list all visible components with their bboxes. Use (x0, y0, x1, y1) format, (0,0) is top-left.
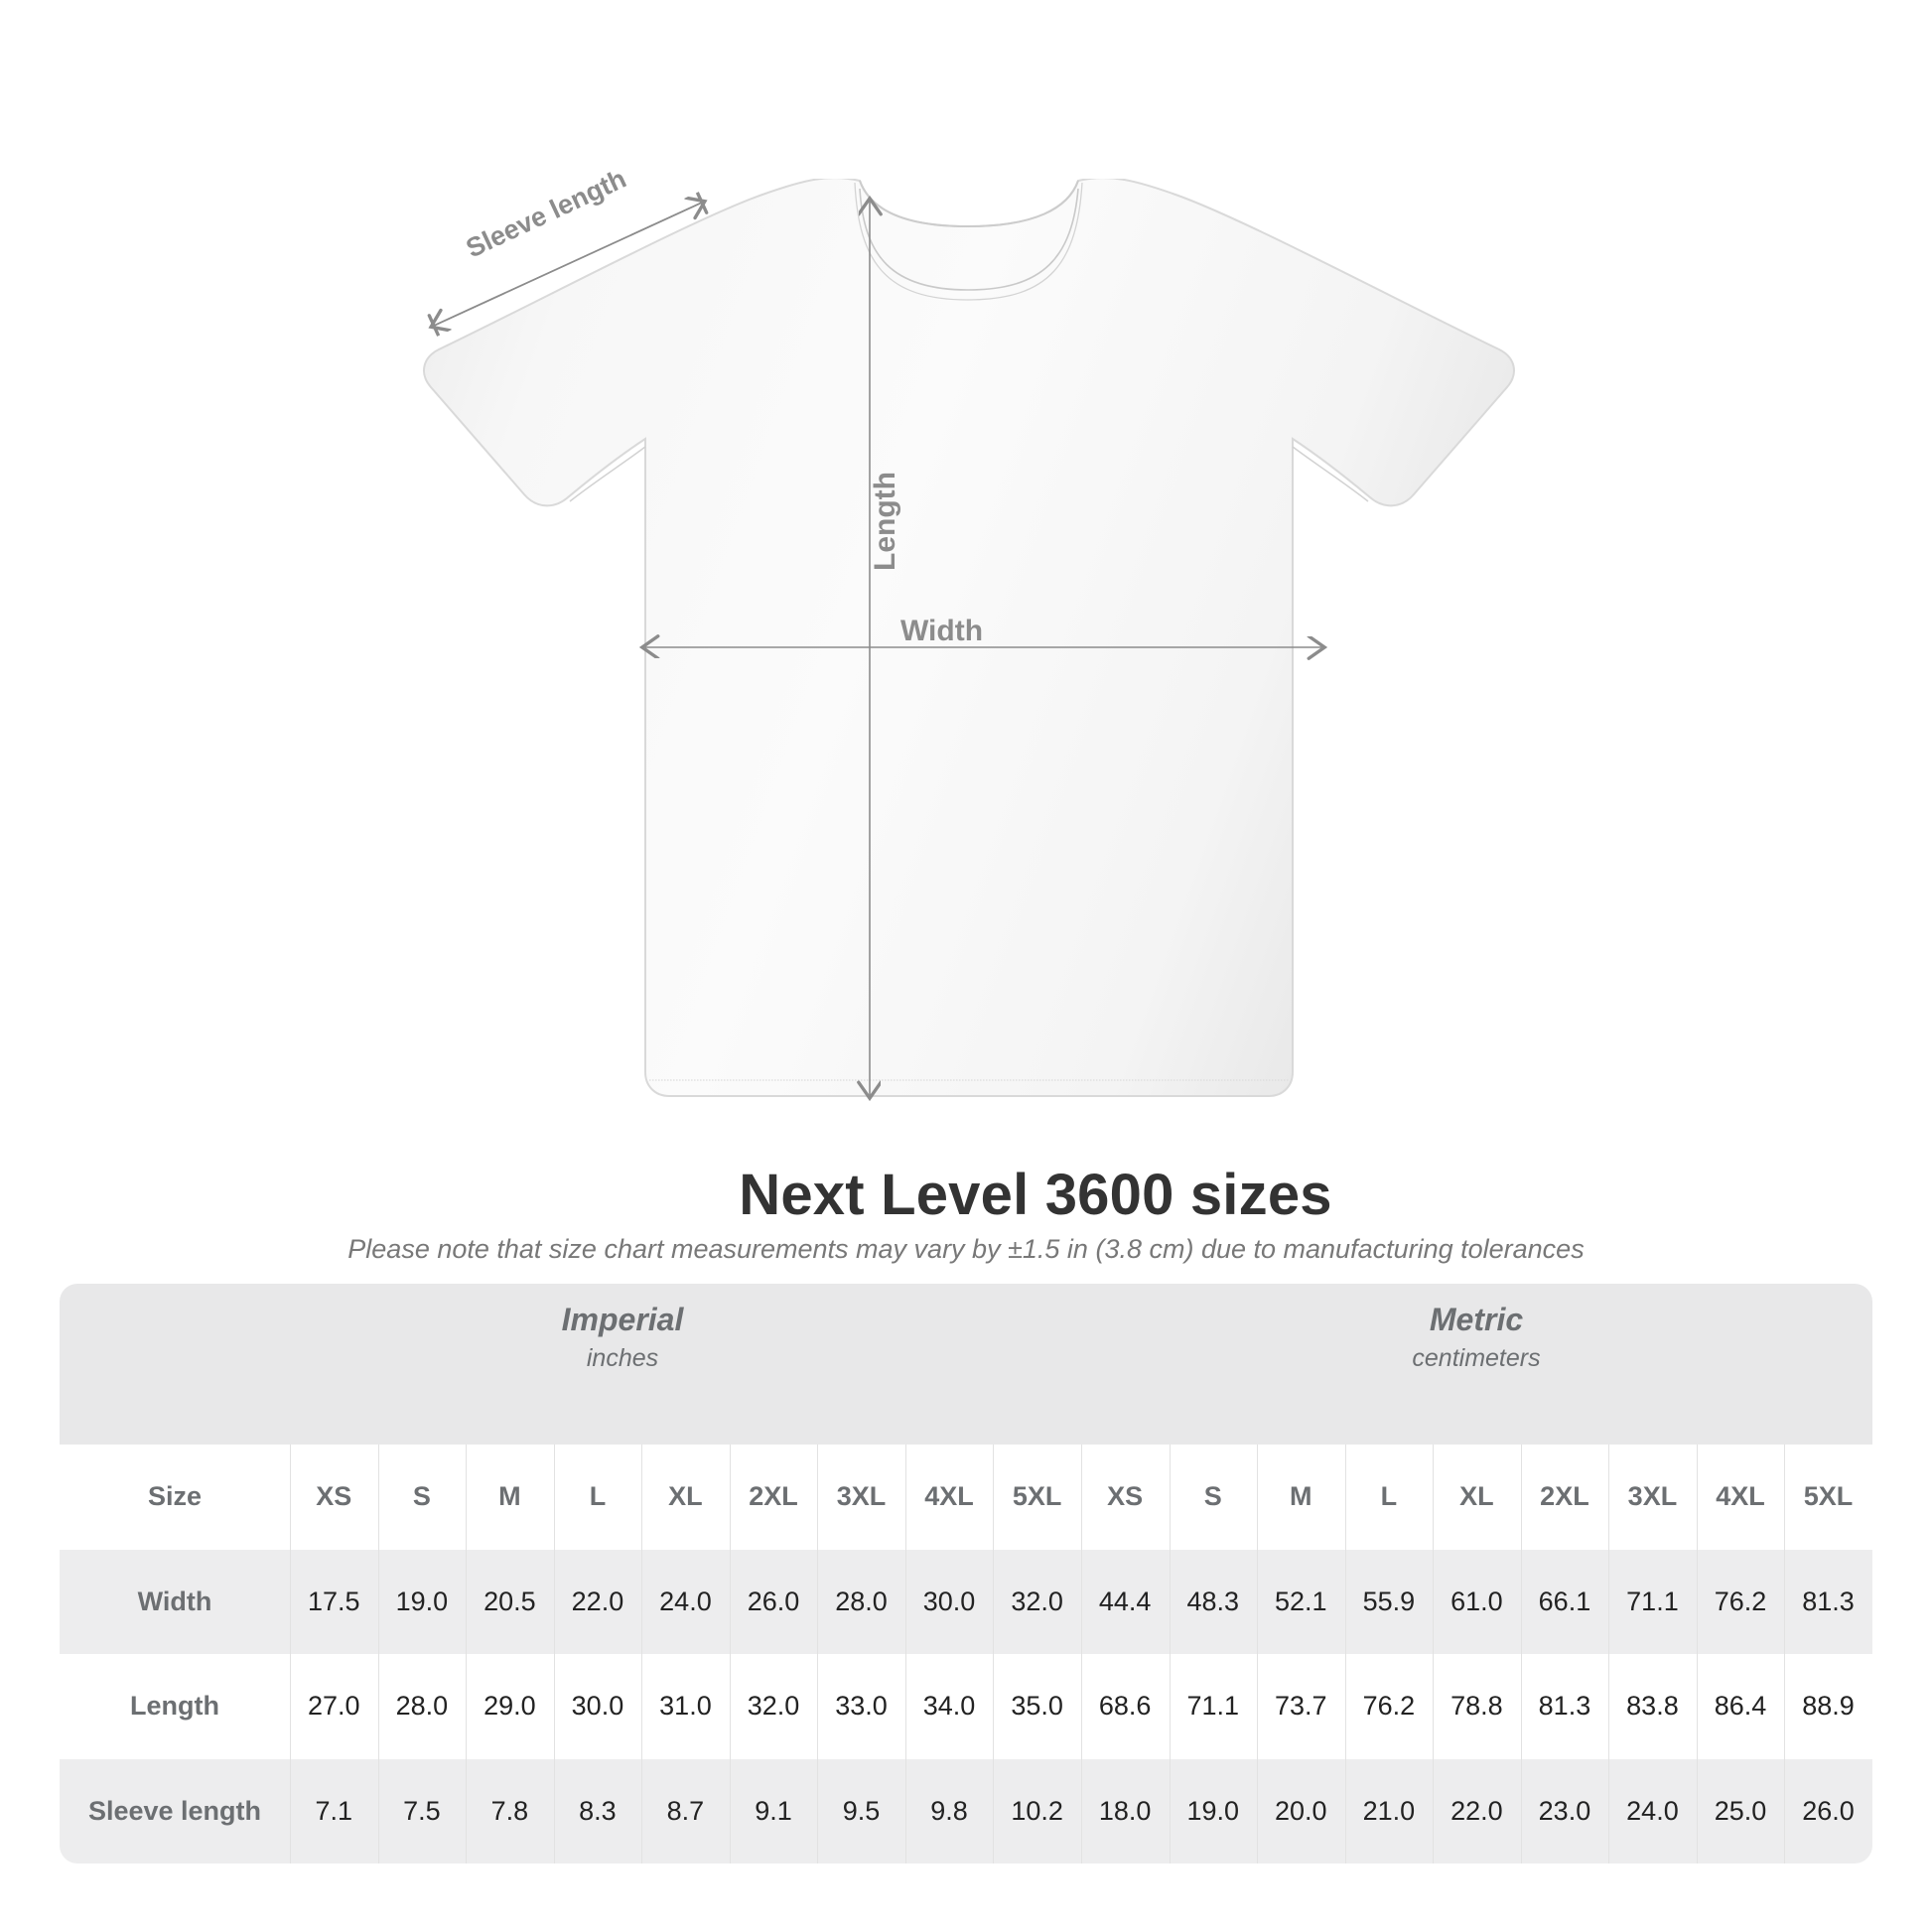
svg-text:Length: Length (869, 472, 901, 571)
svg-text:Width: Width (900, 615, 983, 647)
svg-text:Sleeve length: Sleeve length (462, 164, 630, 264)
